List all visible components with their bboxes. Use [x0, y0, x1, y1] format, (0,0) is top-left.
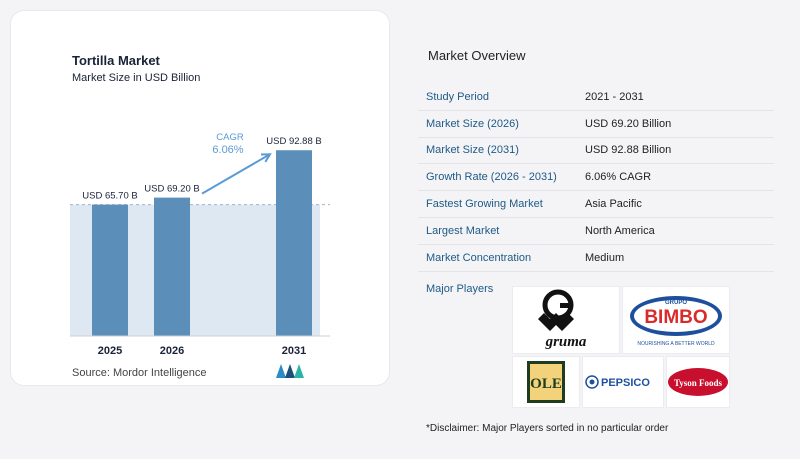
overview-row: Market Size (2031) USD 92.88 Billion: [418, 138, 774, 165]
bar: [154, 197, 190, 336]
bimbo-top-text: GRUPO: [665, 300, 687, 306]
overview-row: Market Concentration Medium: [418, 245, 774, 272]
major-players-label: Major Players: [426, 283, 494, 295]
gruma-text: gruma: [545, 334, 587, 350]
overview-row: Growth Rate (2026 - 2031) 6.06% CAGR: [418, 164, 774, 192]
overview-value: 2021 - 2031: [585, 90, 644, 103]
bar: [276, 150, 312, 336]
bimbo-tagline: NOURISHING A BETTER WORLD: [637, 341, 715, 347]
mordor-logo-icon: [276, 364, 304, 378]
overview-row: Market Size (2026) USD 69.20 Billion: [418, 111, 774, 138]
overview-row: Largest Market North America: [418, 218, 774, 245]
overview-title: Market Overview: [428, 48, 526, 63]
bimbo-logo: GRUPO BIMBO NOURISHING A BETTER WORLD: [622, 286, 730, 354]
gruma-logo: gruma: [512, 286, 620, 354]
overview-key: Fastest Growing Market: [426, 198, 543, 211]
overview-key: Growth Rate (2026 - 2031): [426, 171, 557, 184]
ole-logo: OLE: [512, 356, 580, 408]
overview-value: Asia Pacific: [585, 198, 642, 211]
overview-value: 6.06% CAGR: [585, 171, 652, 184]
x-tick-label: 2025: [98, 345, 122, 357]
tyson-text: Tyson Foods: [674, 378, 723, 388]
overview-value: USD 92.88 Billion: [585, 144, 672, 157]
overview-row: Study Period 2021 - 2031: [418, 84, 774, 111]
pepsico-logo: PEPSICO: [582, 356, 664, 408]
disclaimer-note: *Disclaimer: Major Players sorted in no …: [426, 423, 669, 434]
bimbo-text: BIMBO: [644, 307, 707, 328]
overview-key: Market Size (2026): [426, 117, 519, 130]
source-note: Source: Mordor Intelligence: [72, 367, 207, 379]
bar-value-label: USD 92.88 B: [266, 136, 321, 147]
chart-subtitle: Market Size in USD Billion: [72, 72, 201, 84]
bar-chart: USD 65.70 B 2025 USD 69.20 B 2026 USD 92.88 …: [70, 132, 330, 357]
cagr-value: 6.06%: [212, 144, 243, 156]
overview-key: Largest Market: [426, 224, 500, 237]
overview-key: Market Size (2031): [426, 144, 519, 157]
chart-title: Tortilla Market: [72, 53, 160, 68]
overview-table: Study Period 2021 - 2031 Market Size (202…: [418, 84, 774, 272]
tyson-logo: Tyson Foods: [666, 356, 730, 408]
cagr-label: CAGR: [216, 132, 244, 143]
ole-text: OLE: [530, 376, 562, 392]
x-tick-label: 2031: [282, 345, 306, 357]
overview-row: Fastest Growing Market Asia Pacific: [418, 191, 774, 218]
pepsico-text: PEPSICO: [601, 377, 650, 389]
bar: [92, 204, 128, 336]
cagr-arrow-head-icon: [260, 153, 272, 163]
bar-value-label: USD 65.70 B: [82, 191, 137, 202]
overview-key: Market Concentration: [426, 251, 532, 264]
overview-value: USD 69.20 Billion: [585, 117, 672, 130]
overview-value: Medium: [585, 251, 625, 264]
overview-value: North America: [585, 224, 655, 237]
x-tick-label: 2026: [160, 345, 184, 357]
bar-value-label: USD 69.20 B: [144, 184, 199, 195]
cagr-arrow-line: [201, 153, 271, 195]
overview-key: Study Period: [426, 90, 489, 103]
